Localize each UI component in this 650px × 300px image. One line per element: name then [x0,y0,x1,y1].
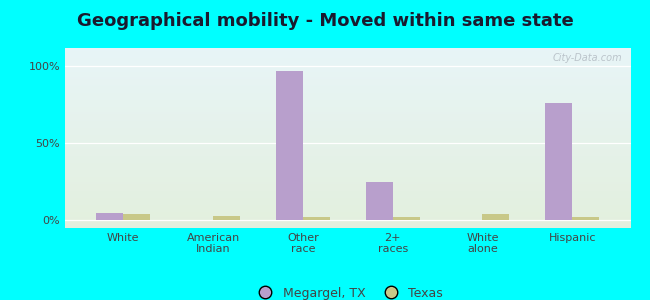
Bar [393,217,419,220]
Bar [303,217,330,220]
Bar [572,217,599,220]
Text: Geographical mobility - Moved within same state: Geographical mobility - Moved within sam… [77,12,573,30]
Legend: Megargel, TX, Texas: Megargel, TX, Texas [248,281,448,300]
Bar [366,182,393,220]
Text: City-Data.com: City-Data.com [552,53,622,63]
Bar [482,214,510,220]
Bar [96,213,124,220]
Bar [213,216,240,220]
Bar [124,214,150,220]
Bar [545,103,572,220]
Bar [276,71,303,220]
